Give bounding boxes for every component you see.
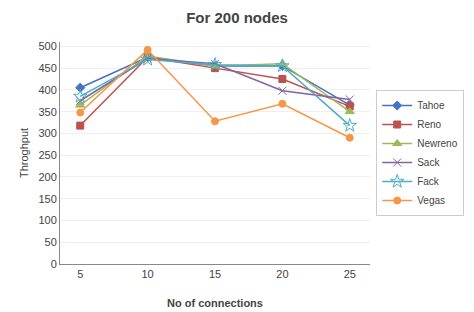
svg-text:Sack: Sack: [417, 157, 440, 168]
svg-text:300: 300: [38, 127, 56, 139]
svg-text:Newreno: Newreno: [417, 138, 457, 149]
svg-text:20: 20: [276, 268, 288, 280]
svg-text:350: 350: [38, 106, 56, 118]
svg-text:200: 200: [38, 171, 56, 183]
svg-text:500: 500: [38, 40, 56, 52]
svg-text:100: 100: [38, 214, 56, 226]
svg-text:450: 450: [38, 62, 56, 74]
svg-text:150: 150: [38, 193, 56, 205]
svg-text:Throghput: Throghput: [18, 128, 30, 178]
svg-text:400: 400: [38, 84, 56, 96]
svg-text:25: 25: [344, 268, 356, 280]
svg-text:Fack: Fack: [417, 176, 440, 187]
svg-text:15: 15: [209, 268, 221, 280]
svg-text:No of connections: No of connections: [167, 297, 263, 309]
svg-text:Tahoe: Tahoe: [417, 100, 445, 111]
svg-text:250: 250: [38, 149, 56, 161]
svg-text:50: 50: [45, 236, 57, 248]
svg-text:10: 10: [141, 268, 153, 280]
svg-text:Vegas: Vegas: [417, 195, 445, 206]
svg-text:0: 0: [51, 258, 57, 270]
svg-text:5: 5: [77, 268, 83, 280]
svg-text:Reno: Reno: [417, 119, 441, 130]
svg-text:For 200 nodes: For 200 nodes: [186, 9, 288, 26]
